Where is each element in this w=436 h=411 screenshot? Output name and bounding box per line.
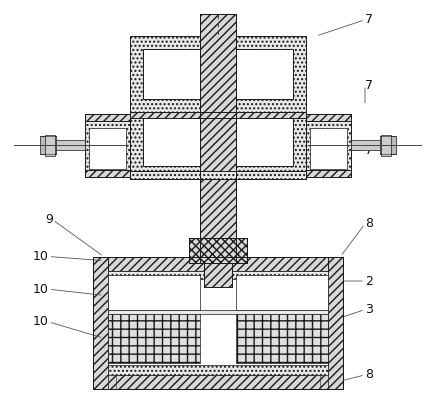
Bar (306, 170, 351, 177)
Bar (310, 128, 347, 169)
Text: 7: 7 (365, 144, 373, 157)
Bar (108, 271, 328, 279)
Bar (306, 114, 351, 121)
Text: 2: 2 (365, 275, 373, 288)
Bar (93, 375, 343, 389)
Bar (85, 114, 130, 177)
Text: 10: 10 (33, 283, 48, 296)
Bar (54, 141, 85, 150)
Bar (130, 36, 306, 112)
Bar (143, 49, 293, 99)
Bar (130, 112, 306, 179)
Bar (130, 171, 306, 179)
Text: 7: 7 (365, 13, 373, 26)
Bar (108, 309, 328, 314)
Bar (93, 256, 343, 389)
Text: 10: 10 (33, 315, 48, 328)
Bar (189, 238, 247, 263)
Bar (89, 128, 126, 169)
Bar (85, 170, 130, 177)
Text: 9: 9 (45, 213, 53, 226)
Bar (143, 115, 200, 166)
Text: 3: 3 (365, 303, 373, 316)
Bar (93, 256, 108, 389)
Bar (189, 238, 247, 263)
Bar (108, 275, 200, 309)
Bar (108, 365, 328, 375)
Bar (41, 136, 56, 154)
Bar (306, 114, 351, 177)
Text: 7: 7 (365, 79, 373, 92)
Bar (108, 271, 328, 375)
Bar (320, 375, 328, 389)
Bar (351, 141, 382, 150)
Bar (236, 275, 328, 309)
Bar (236, 115, 293, 166)
Bar (204, 263, 232, 287)
Text: 10: 10 (33, 250, 48, 263)
Bar (200, 14, 236, 263)
Bar (380, 136, 395, 154)
Text: 8: 8 (365, 368, 373, 381)
Bar (108, 375, 116, 389)
Bar (381, 135, 392, 156)
Bar (93, 256, 343, 271)
Bar (44, 135, 55, 156)
Bar (108, 314, 200, 363)
Bar (200, 14, 236, 263)
Bar (85, 114, 130, 121)
Text: 8: 8 (365, 217, 373, 231)
Bar (236, 314, 328, 363)
Bar (130, 112, 306, 118)
Bar (328, 256, 343, 389)
Bar (93, 256, 343, 389)
